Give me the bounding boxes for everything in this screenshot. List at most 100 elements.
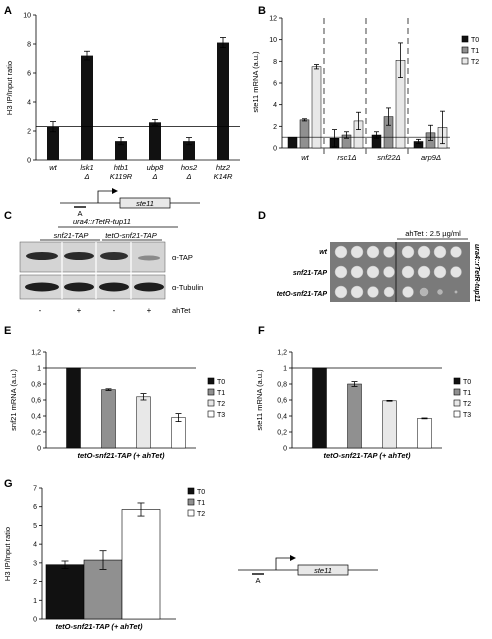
y-tick-label: 0,4 <box>277 414 287 421</box>
bar <box>66 367 81 449</box>
y-tick-label: 0 <box>273 146 277 153</box>
x-tick-label: hos2 <box>181 163 198 172</box>
colony-spot <box>383 266 395 278</box>
tss-arrow <box>97 190 112 203</box>
bar <box>83 559 123 620</box>
colony-spot <box>417 265 431 279</box>
chart-e: 0 0,2 0,4 0,6 0,8 1 1,2 snf21 mRNA (a.u.) tetO-s… <box>9 350 225 461</box>
blot-row-label: α-Tubulin <box>172 283 203 292</box>
strain-label: wt <box>319 249 327 256</box>
legend-label: T0 <box>463 379 471 386</box>
colony-spot <box>383 246 395 258</box>
x-tick-label: wt <box>49 163 57 172</box>
bar <box>417 418 432 449</box>
colony-spot <box>401 265 415 279</box>
y-axis-label: ste11 mRNA (a.u.) <box>255 369 264 431</box>
y-tick-label: 0,4 <box>31 414 41 421</box>
legend-label: T1 <box>217 390 225 397</box>
gene-box <box>297 564 349 576</box>
gene-box <box>119 197 171 209</box>
x-tick-label: rsc1Δ <box>337 153 356 162</box>
x-tick-label: Δ <box>83 172 89 181</box>
legend-label: T0 <box>197 489 205 496</box>
strain-label: snf21-TAP <box>293 270 327 277</box>
y-tick-label: 6 <box>27 71 31 78</box>
y-tick-label: 8 <box>273 59 277 66</box>
x-tick-label: arp9Δ <box>421 153 441 162</box>
legend-label: T2 <box>463 401 471 408</box>
bar <box>287 136 298 149</box>
colony-spot <box>450 246 462 258</box>
bar <box>115 141 127 160</box>
colony-spot <box>402 286 414 298</box>
blot-band <box>138 255 160 261</box>
bar <box>45 564 85 620</box>
colony-spot <box>433 265 447 279</box>
panel-letter-e: E <box>4 325 12 337</box>
bar <box>136 396 151 449</box>
bar <box>312 367 327 449</box>
panel-letter-d: D <box>258 210 266 222</box>
lane-label: + <box>147 306 152 315</box>
bar <box>47 126 59 160</box>
legend-swatch <box>453 410 461 418</box>
legend-swatch <box>207 399 215 407</box>
blot-band <box>64 252 94 260</box>
legend-swatch <box>187 498 195 506</box>
colony-spot <box>433 245 447 259</box>
blot-group-label: snf21-TAP <box>54 231 89 240</box>
legend-swatch <box>461 57 469 65</box>
y-tick-label: 0,2 <box>277 430 287 437</box>
x-axis-label: tetO-snf21-TAP (+ ahTet) <box>55 622 143 631</box>
legend-swatch <box>207 388 215 396</box>
legend-label: T1 <box>197 500 205 507</box>
x-tick-label: lsk1 <box>80 163 93 172</box>
y-axis-label: H3 IP/Input ratio <box>5 61 14 115</box>
y-tick-label: 0,8 <box>277 382 287 389</box>
legend-label: T2 <box>197 511 205 518</box>
y-tick-label: 0,6 <box>277 398 287 405</box>
x-tick-label: ubp8 <box>147 163 165 172</box>
treatment-label: ahTet <box>172 306 191 315</box>
legend-swatch <box>453 377 461 385</box>
chart-g: 0 1 2 3 4 5 6 7 H3 IP/Input ratio tetO-snf21-TAP … <box>3 486 378 631</box>
y-tick-label: 4 <box>273 102 277 109</box>
y-tick-label: 6 <box>273 81 277 88</box>
y-tick-label: 0 <box>37 446 41 453</box>
panel-letter-g: G <box>4 478 13 490</box>
blot-band <box>26 252 58 260</box>
legend-swatch <box>453 388 461 396</box>
y-tick-label: 8 <box>27 42 31 49</box>
bar <box>149 122 161 160</box>
colony-spot <box>350 285 364 299</box>
x-tick-label: htb1 <box>114 163 129 172</box>
y-tick-label: 5 <box>33 523 37 530</box>
legend-label: T3 <box>463 412 471 419</box>
y-tick-label: 1 <box>37 366 41 373</box>
y-tick-label: 12 <box>269 16 277 23</box>
y-tick-label: 10 <box>269 37 277 44</box>
x-tick-label: K14R <box>214 172 233 181</box>
y-axis-label: H3 IP/Input ratio <box>3 527 12 581</box>
y-tick-label: 2 <box>27 129 31 136</box>
y-tick-label: 1,2 <box>277 350 287 357</box>
x-tick-label: Δ <box>151 172 157 181</box>
blot-band <box>64 282 94 292</box>
lane-label: - <box>113 306 116 315</box>
y-tick-label: 1 <box>283 366 287 373</box>
colony-spot <box>383 286 395 298</box>
chart-b: 0 2 4 6 8 10 12 ste11 mRNA (a.u.) wt rsc1Δ snf22Δ a… <box>251 16 479 163</box>
colony-spot <box>350 265 364 279</box>
y-axis-label: ste11 mRNA (a.u.) <box>251 51 260 113</box>
colony-spot <box>366 245 380 259</box>
x-tick-label: htz2 <box>216 163 231 172</box>
blot-band <box>99 282 129 292</box>
legend-label: T1 <box>463 390 471 397</box>
gene-label: ste11 <box>136 199 154 208</box>
colony-spot <box>366 265 380 279</box>
x-axis-label: tetO-snf21-TAP (+ ahTet) <box>323 451 411 460</box>
colony-spot <box>437 289 443 295</box>
tss-arrowhead <box>112 188 118 194</box>
blot-band <box>100 252 128 260</box>
